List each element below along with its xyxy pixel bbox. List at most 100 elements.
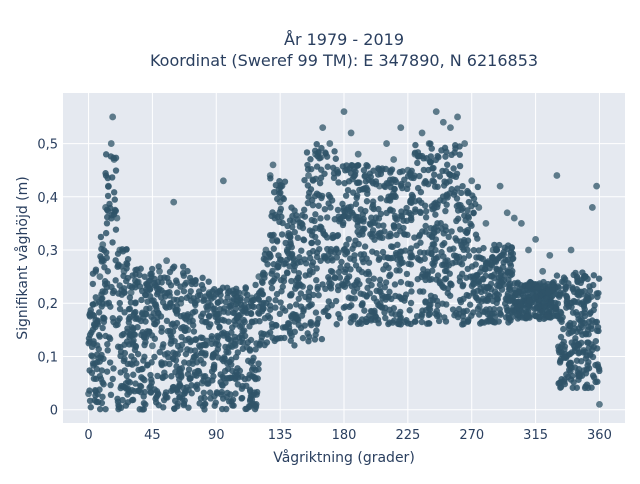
scatter-point (190, 328, 198, 335)
scatter-point (561, 354, 568, 361)
scatter-point (171, 405, 178, 412)
scatter-point (571, 364, 579, 371)
scatter-point (161, 274, 168, 281)
scatter-point (501, 244, 508, 251)
scatter-point (558, 318, 565, 325)
scatter-point (444, 161, 451, 168)
scatter-point (342, 303, 349, 310)
x-tick-label: 270 (459, 428, 484, 443)
scatter-point (333, 321, 340, 328)
scatter-point (425, 140, 433, 147)
scatter-point (470, 309, 477, 316)
scatter-point (324, 163, 331, 170)
scatter-point (439, 241, 446, 249)
scatter-point (88, 369, 96, 376)
scatter-point (162, 391, 169, 399)
scatter-point (127, 299, 135, 306)
scatter-point (335, 179, 342, 186)
scatter-point (389, 319, 396, 326)
scatter-point (243, 344, 251, 351)
scatter-point (484, 296, 492, 303)
scatter-point (160, 341, 167, 348)
scatter-point (504, 267, 511, 274)
scatter-point (458, 260, 466, 268)
scatter-point (517, 302, 525, 309)
scatter-point (359, 225, 366, 232)
scatter-point (439, 300, 446, 307)
scatter-point (363, 198, 371, 205)
scatter-point (295, 321, 302, 329)
scatter-point (121, 355, 128, 363)
scatter-point (208, 335, 215, 342)
scatter-point (496, 182, 504, 190)
scatter-point (90, 340, 97, 347)
scatter-point (109, 113, 117, 121)
scatter-point (510, 214, 518, 222)
scatter-point (162, 372, 169, 380)
scatter-point (573, 357, 581, 364)
scatter-point (325, 191, 332, 199)
scatter-point (178, 333, 185, 341)
scatter-point (347, 255, 354, 262)
scatter-point (470, 281, 477, 288)
scatter-point (362, 270, 370, 277)
scatter-point (419, 271, 426, 278)
scatter-point (364, 186, 371, 194)
scatter-point (192, 336, 200, 344)
scatter-point (390, 305, 398, 312)
scatter-point (178, 341, 186, 349)
scatter-point (216, 324, 223, 331)
scatter-point (477, 285, 484, 292)
scatter-point (289, 223, 296, 231)
scatter-point (104, 192, 112, 200)
scatter-point (532, 312, 539, 320)
scatter-point (197, 334, 205, 341)
scatter-point (408, 252, 415, 259)
scatter-point (441, 314, 448, 321)
scatter-point (227, 342, 234, 350)
scatter-point (125, 319, 133, 326)
scatter-point (267, 231, 274, 239)
scatter-point (432, 211, 439, 218)
scatter-point (478, 319, 486, 326)
scatter-point (139, 328, 147, 336)
scatter-point (160, 396, 168, 404)
scatter-point (532, 235, 539, 243)
scatter-point (353, 192, 361, 199)
scatter-point (459, 283, 466, 290)
scatter-point (141, 388, 149, 396)
scatter-point (472, 231, 480, 238)
scatter-point (156, 267, 163, 275)
scatter-point (403, 185, 411, 193)
scatter-point (221, 367, 229, 375)
scatter-point (513, 311, 521, 318)
scatter-point (585, 297, 592, 304)
scatter-point (331, 274, 339, 281)
scatter-point (577, 279, 584, 287)
scatter-point (286, 303, 294, 310)
scatter-point (566, 322, 574, 330)
scatter-point (266, 329, 274, 336)
scatter-point (149, 265, 156, 273)
scatter-point (185, 404, 192, 411)
scatter-point (302, 293, 309, 301)
scatter-point (469, 192, 476, 199)
scatter-point (258, 287, 265, 294)
scatter-point (407, 281, 415, 288)
scatter-point (252, 402, 259, 409)
scatter-point (505, 282, 513, 289)
scatter-point (348, 209, 356, 216)
scatter-point (97, 375, 105, 383)
scatter-point (331, 148, 338, 155)
scatter-point (429, 177, 436, 184)
scatter-point (329, 268, 336, 276)
scatter-point (556, 349, 563, 356)
scatter-point (340, 108, 348, 116)
scatter-point (464, 265, 471, 273)
scatter-point (96, 333, 103, 340)
scatter-point (397, 278, 405, 286)
scatter-point (159, 299, 167, 306)
scatter-point (223, 393, 230, 401)
scatter-point (447, 280, 454, 288)
scatter-point (182, 350, 190, 358)
